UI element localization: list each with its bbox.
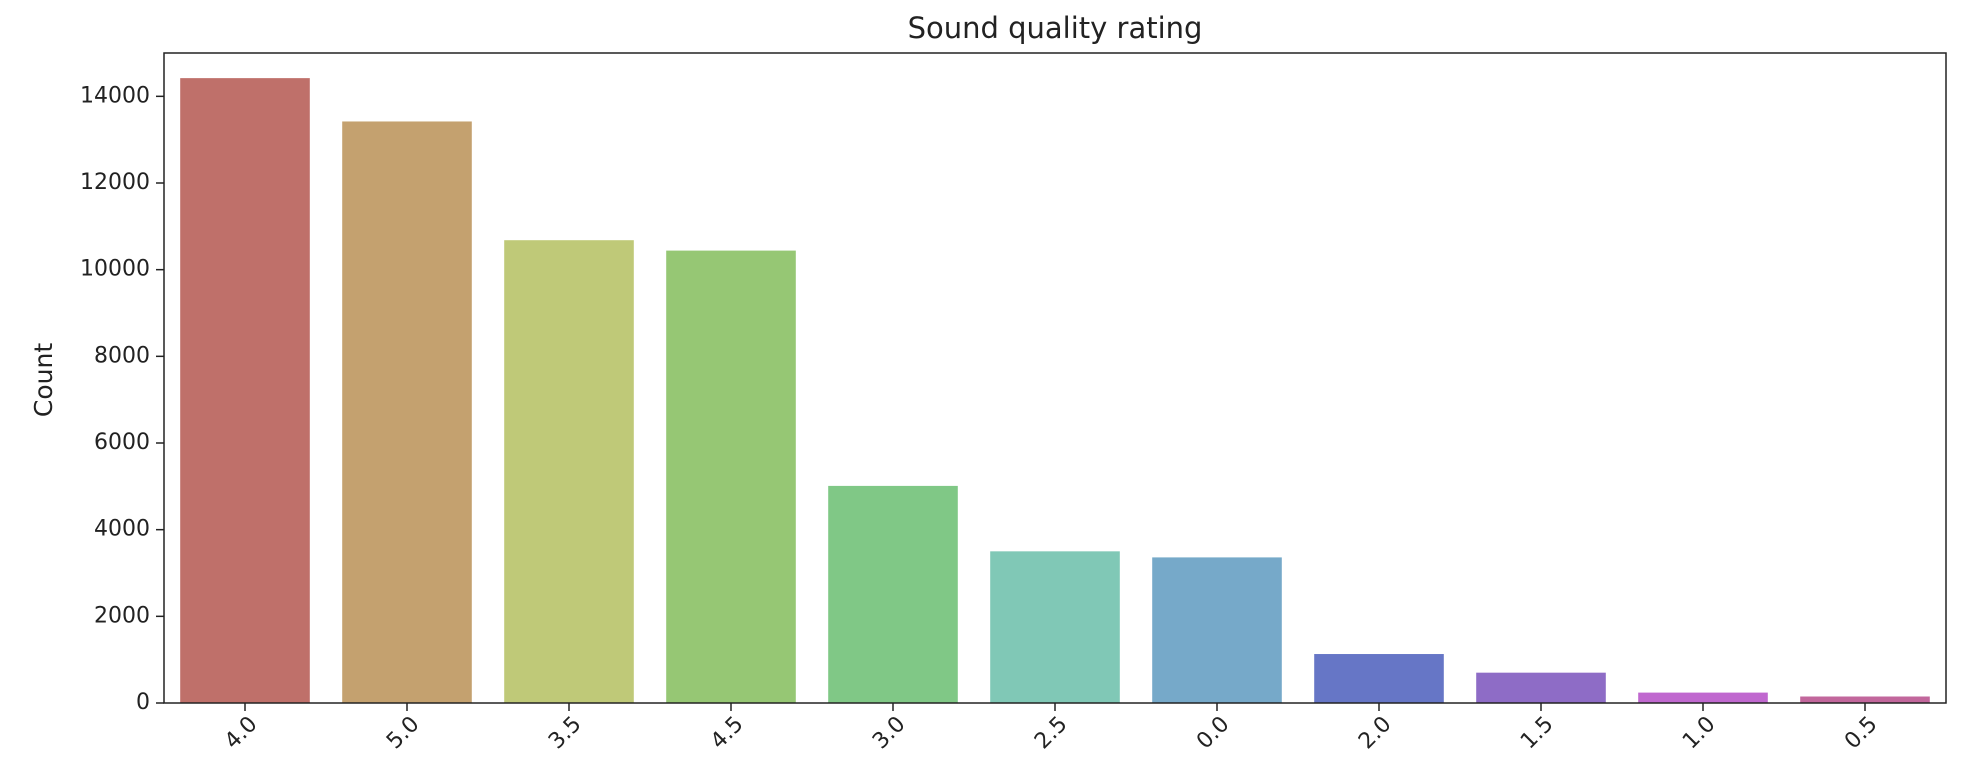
bar-0.5 xyxy=(1800,696,1930,703)
y-axis-label: Count xyxy=(29,343,58,417)
x-tick-label: 2.0 xyxy=(1354,712,1396,754)
bar-2.5 xyxy=(990,551,1120,703)
y-tick-label: 12000 xyxy=(80,170,150,195)
bar-3.0 xyxy=(828,485,958,703)
bar-2.0 xyxy=(1314,654,1444,703)
bar-0.0 xyxy=(1152,557,1282,703)
y-axis: 0 2000 4000 6000 8000 10000 12000 14000 xyxy=(80,83,164,715)
x-tick-label: 5.0 xyxy=(382,712,424,754)
bar-3.5 xyxy=(504,240,634,703)
bar-1.0 xyxy=(1638,692,1768,703)
bars xyxy=(180,78,1930,704)
bar-4.0 xyxy=(180,78,310,703)
x-tick-label: 2.5 xyxy=(1030,712,1072,754)
x-tick-label: 1.5 xyxy=(1516,712,1558,754)
x-tick-label: 1.0 xyxy=(1678,712,1720,754)
y-tick-label: 14000 xyxy=(80,83,150,108)
y-tick-label: 2000 xyxy=(94,603,150,628)
x-tick-label: 4.5 xyxy=(706,712,748,754)
x-tick-label: 4.0 xyxy=(220,712,262,754)
x-axis: 4.0 5.0 3.5 4.5 3.0 2.5 0.0 2.0 1.5 1.0 0.5 xyxy=(220,703,1882,754)
x-tick-label: 0.0 xyxy=(1192,712,1234,754)
bar-4.5 xyxy=(666,250,796,703)
y-tick-label: 0 xyxy=(136,690,150,715)
chart-title: Sound quality rating xyxy=(908,11,1203,45)
y-tick-label: 4000 xyxy=(94,517,150,542)
y-tick-label: 10000 xyxy=(80,257,150,282)
x-tick-label: 3.5 xyxy=(544,712,586,754)
x-tick-label: 0.5 xyxy=(1840,712,1882,754)
y-tick-label: 8000 xyxy=(94,343,150,368)
bar-5.0 xyxy=(342,121,472,704)
bar-1.5 xyxy=(1476,672,1606,703)
y-tick-label: 6000 xyxy=(94,430,150,455)
x-tick-label: 3.0 xyxy=(868,712,910,754)
